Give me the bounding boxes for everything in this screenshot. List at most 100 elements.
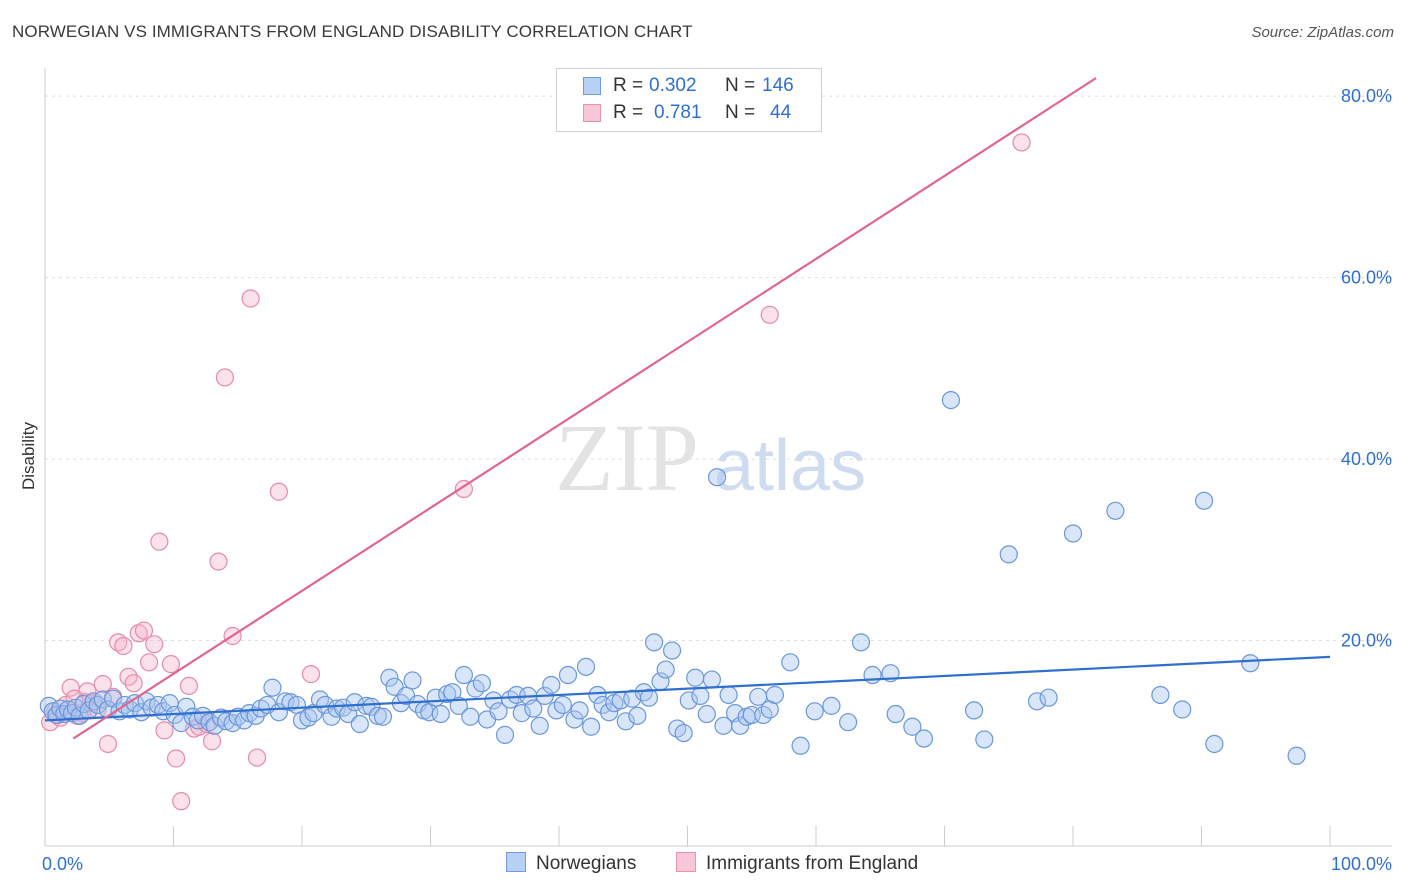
data-point-immigrants (129, 624, 148, 643)
data-point-norwegians (1039, 688, 1058, 707)
data-point-norwegians (524, 699, 543, 718)
bottom-legend-immigrants: Immigrants from England (676, 852, 918, 875)
data-point-norwegians (851, 633, 871, 652)
data-point-norwegians (765, 685, 784, 705)
data-point-norwegians (822, 696, 841, 715)
data-point-norwegians (691, 686, 710, 705)
legend-r-value: 0.302 (649, 75, 697, 96)
data-point-immigrants (241, 289, 260, 308)
y-tick-label: 40.0% (1341, 449, 1392, 469)
data-point-norwegians (588, 685, 607, 705)
data-point-norwegians (886, 704, 905, 724)
y-tick-labels: 20.0% 40.0% 60.0% 80.0% (1341, 86, 1392, 650)
data-point-norwegians (903, 717, 922, 736)
legend-swatch-immigrants (583, 104, 601, 122)
data-point-norwegians (350, 714, 369, 734)
y-tick-label: 60.0% (1341, 268, 1392, 288)
data-point-norwegians (373, 707, 393, 726)
data-point-norwegians (600, 703, 619, 722)
data-point-immigrants (98, 734, 118, 754)
data-point-norwegians (276, 692, 295, 711)
data-point-norwegians (964, 701, 984, 720)
legend-n-label: N = (725, 102, 756, 123)
data-point-norwegians (805, 702, 824, 721)
data-point-norwegians (707, 468, 727, 487)
data-point-norwegians (999, 545, 1018, 564)
data-point-norwegians (542, 675, 561, 695)
data-point-norwegians (530, 716, 549, 735)
data-point-immigrants (155, 721, 174, 740)
data-point-norwegians (310, 690, 330, 709)
data-point-norwegians (1106, 501, 1125, 520)
data-point-norwegians (662, 641, 682, 660)
data-point-immigrants (161, 655, 181, 674)
data-point-norwegians (512, 704, 531, 723)
trend-lines (44, 77, 1331, 740)
data-point-norwegians (368, 706, 387, 725)
data-point-norwegians (449, 696, 468, 715)
bottom-legend-label-norwegians: Norwegians (536, 853, 637, 874)
y-tick-label: 20.0% (1341, 631, 1392, 651)
data-point-norwegians (263, 678, 282, 697)
watermark-atlas: atlas (714, 426, 866, 506)
data-point-norwegians (1205, 734, 1224, 754)
data-point-norwegians (914, 729, 934, 748)
legend-n-value: 44 (770, 102, 792, 123)
data-point-norwegians (1063, 524, 1083, 543)
data-point-norwegians (403, 671, 422, 690)
y-tick-label: 80.0% (1341, 86, 1392, 106)
correlation-legend: R = 0.302 N = 146 R = 0.781 N = 44 (556, 68, 822, 132)
data-point-norwegians (565, 710, 584, 729)
data-point-immigrants (93, 674, 112, 694)
data-point-norwegians (1173, 700, 1192, 719)
data-point-norwegians (1241, 654, 1260, 673)
trend-line-norwegians (44, 655, 1331, 722)
x-tick-label: 0.0% (42, 854, 83, 874)
bottom-legend-swatch-immigrants (676, 852, 696, 872)
data-point-norwegians (431, 704, 450, 724)
data-point-norwegians (489, 702, 508, 721)
data-point-immigrants (134, 621, 154, 640)
data-point-norwegians (593, 695, 612, 715)
data-point-norwegians (70, 706, 89, 725)
data-point-immigrants (760, 305, 779, 324)
data-point-norwegians (316, 695, 335, 715)
data-point-immigrants (209, 552, 228, 571)
data-point-norwegians (941, 390, 961, 410)
axes (44, 68, 1392, 847)
data-point-norwegians (570, 701, 589, 720)
data-point-norwegians (656, 660, 675, 679)
data-point-norwegians (628, 706, 647, 725)
legend-n-value: 146 (762, 75, 794, 96)
data-point-immigrants (269, 482, 288, 501)
chart-title: NORWEGIAN VS IMMIGRANTS FROM ENGLAND DIS… (12, 22, 693, 41)
bottom-legend-norwegians: Norwegians (506, 852, 636, 875)
bottom-legend-swatch-norwegians (506, 852, 526, 872)
data-point-norwegians (582, 717, 601, 736)
y-axis-label: Disability (19, 421, 38, 490)
data-point-norwegians (702, 670, 722, 689)
data-point-norwegians (697, 704, 716, 724)
legend-row-norwegians: R = 0.302 N = 146 (557, 74, 821, 101)
data-point-norwegians (639, 688, 659, 707)
data-point-immigrants (202, 732, 222, 751)
legend-row-immigrants: R = 0.781 N = 44 (557, 101, 821, 128)
data-point-immigrants (1012, 133, 1031, 152)
data-point-norwegians (674, 723, 693, 743)
legend-n-label: N = (725, 75, 756, 96)
bottom-legend-label-immigrants: Immigrants from England (706, 853, 919, 874)
data-point-norwegians (362, 697, 381, 716)
data-point-immigrants (172, 792, 191, 811)
gridlines (45, 95, 1392, 642)
data-point-norwegians (791, 736, 810, 755)
data-point-norwegians (454, 665, 474, 685)
data-point-norwegians (1194, 491, 1214, 510)
data-point-norwegians (679, 691, 698, 710)
data-point-norwegians (719, 685, 738, 705)
data-point-norwegians (327, 699, 346, 718)
data-point-immigrants (179, 676, 199, 696)
data-point-norwegians (863, 665, 882, 685)
legend-r-label: R = (613, 102, 644, 123)
data-point-norwegians (1287, 746, 1306, 765)
data-point-norwegians (345, 693, 364, 712)
